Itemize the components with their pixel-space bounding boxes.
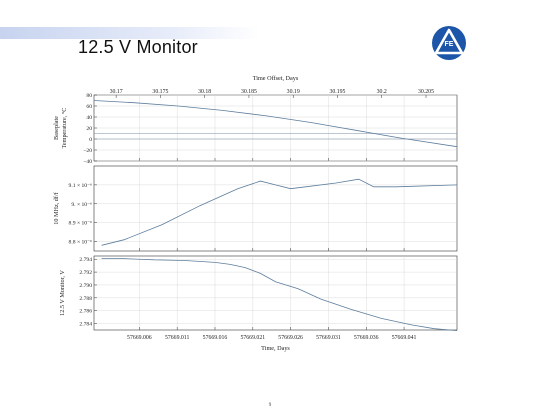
top-axis-tick-label: 30.19 xyxy=(287,89,300,95)
panel-2-ylabel: 10 MHz, df/f xyxy=(53,191,60,224)
panel-1-series-line xyxy=(93,100,458,148)
panel-1-ylabel: Baseplate xyxy=(53,116,60,140)
bottom-axis-label: Time, Days xyxy=(261,345,290,352)
panel-3-ytick-label: 2.790 xyxy=(79,283,92,289)
panel-3-ytick-label: 2.788 xyxy=(79,296,92,302)
bottom-axis-tick-label: 57669.031 xyxy=(316,335,341,341)
slide-title: 12.5 V Monitor xyxy=(78,37,198,57)
panel-2-series-line xyxy=(101,178,458,246)
panel-2-ytick-label: 8.9 × 10⁻⁶ xyxy=(69,221,92,227)
panel-3-frame xyxy=(93,255,458,331)
top-axis-tick-label: 30.185 xyxy=(241,89,257,95)
bottom-axis-tick-label: 57669.021 xyxy=(240,335,265,341)
panel-1-ytick-label: −40 xyxy=(83,159,92,165)
top-axis-tick-label: 30.18 xyxy=(198,89,211,95)
bottom-axis-tick-label: 57669.026 xyxy=(278,335,303,341)
top-axis-label: Time Offset, Days xyxy=(253,75,299,82)
panel-1-ytick-label: 0 xyxy=(89,137,92,143)
top-axis-tick-label: 30.195 xyxy=(329,89,345,95)
top-axis-tick-label: 30.2 xyxy=(377,89,387,95)
panel-2-ytick-label: 9.1 × 10⁻⁶ xyxy=(69,183,92,189)
panel-1-ytick-label: 60 xyxy=(86,104,92,110)
page-number: 9 xyxy=(268,403,272,408)
panel-3-ytick-label: 2.792 xyxy=(79,270,92,276)
bottom-axis-tick-label: 57669.036 xyxy=(354,335,379,341)
panel-1-ylabel: Temperature, °C xyxy=(61,108,68,149)
panel-1-ytick-label: 20 xyxy=(86,126,92,132)
top-axis-tick-label: 30.17 xyxy=(110,89,123,95)
bottom-axis-tick-label: 57669.006 xyxy=(127,335,152,341)
panel-1-ytick-label: 40 xyxy=(86,115,92,121)
panel-3-series-line xyxy=(101,258,458,331)
panel-2-ytick-label: 9. × 10⁻⁶ xyxy=(71,202,92,208)
top-axis-tick-label: 30.205 xyxy=(418,89,434,95)
logo-text: FE xyxy=(445,41,454,48)
fermilab-logo: FE xyxy=(432,26,466,60)
bottom-axis-tick-label: 57669.041 xyxy=(392,335,417,341)
top-axis-tick-label: 30.175 xyxy=(152,89,168,95)
panel-3-ylabel: 12.5 V Monitor, V xyxy=(59,270,66,316)
panel-1-ytick-label: −20 xyxy=(83,148,92,154)
panel-2-ytick-label: 8.8 × 10⁻⁶ xyxy=(69,240,92,246)
panel-3-ytick-label: 2.794 xyxy=(79,257,92,263)
panel-2-frame xyxy=(93,165,458,252)
bottom-axis-tick-label: 57669.016 xyxy=(203,335,228,341)
panel-3-ytick-label: 2.784 xyxy=(79,322,92,328)
panel-1-ytick-label: 80 xyxy=(86,93,92,99)
bottom-axis-tick-label: 57669.011 xyxy=(165,335,190,341)
title-banner xyxy=(0,27,260,39)
panel-3-ytick-label: 2.786 xyxy=(79,309,92,315)
